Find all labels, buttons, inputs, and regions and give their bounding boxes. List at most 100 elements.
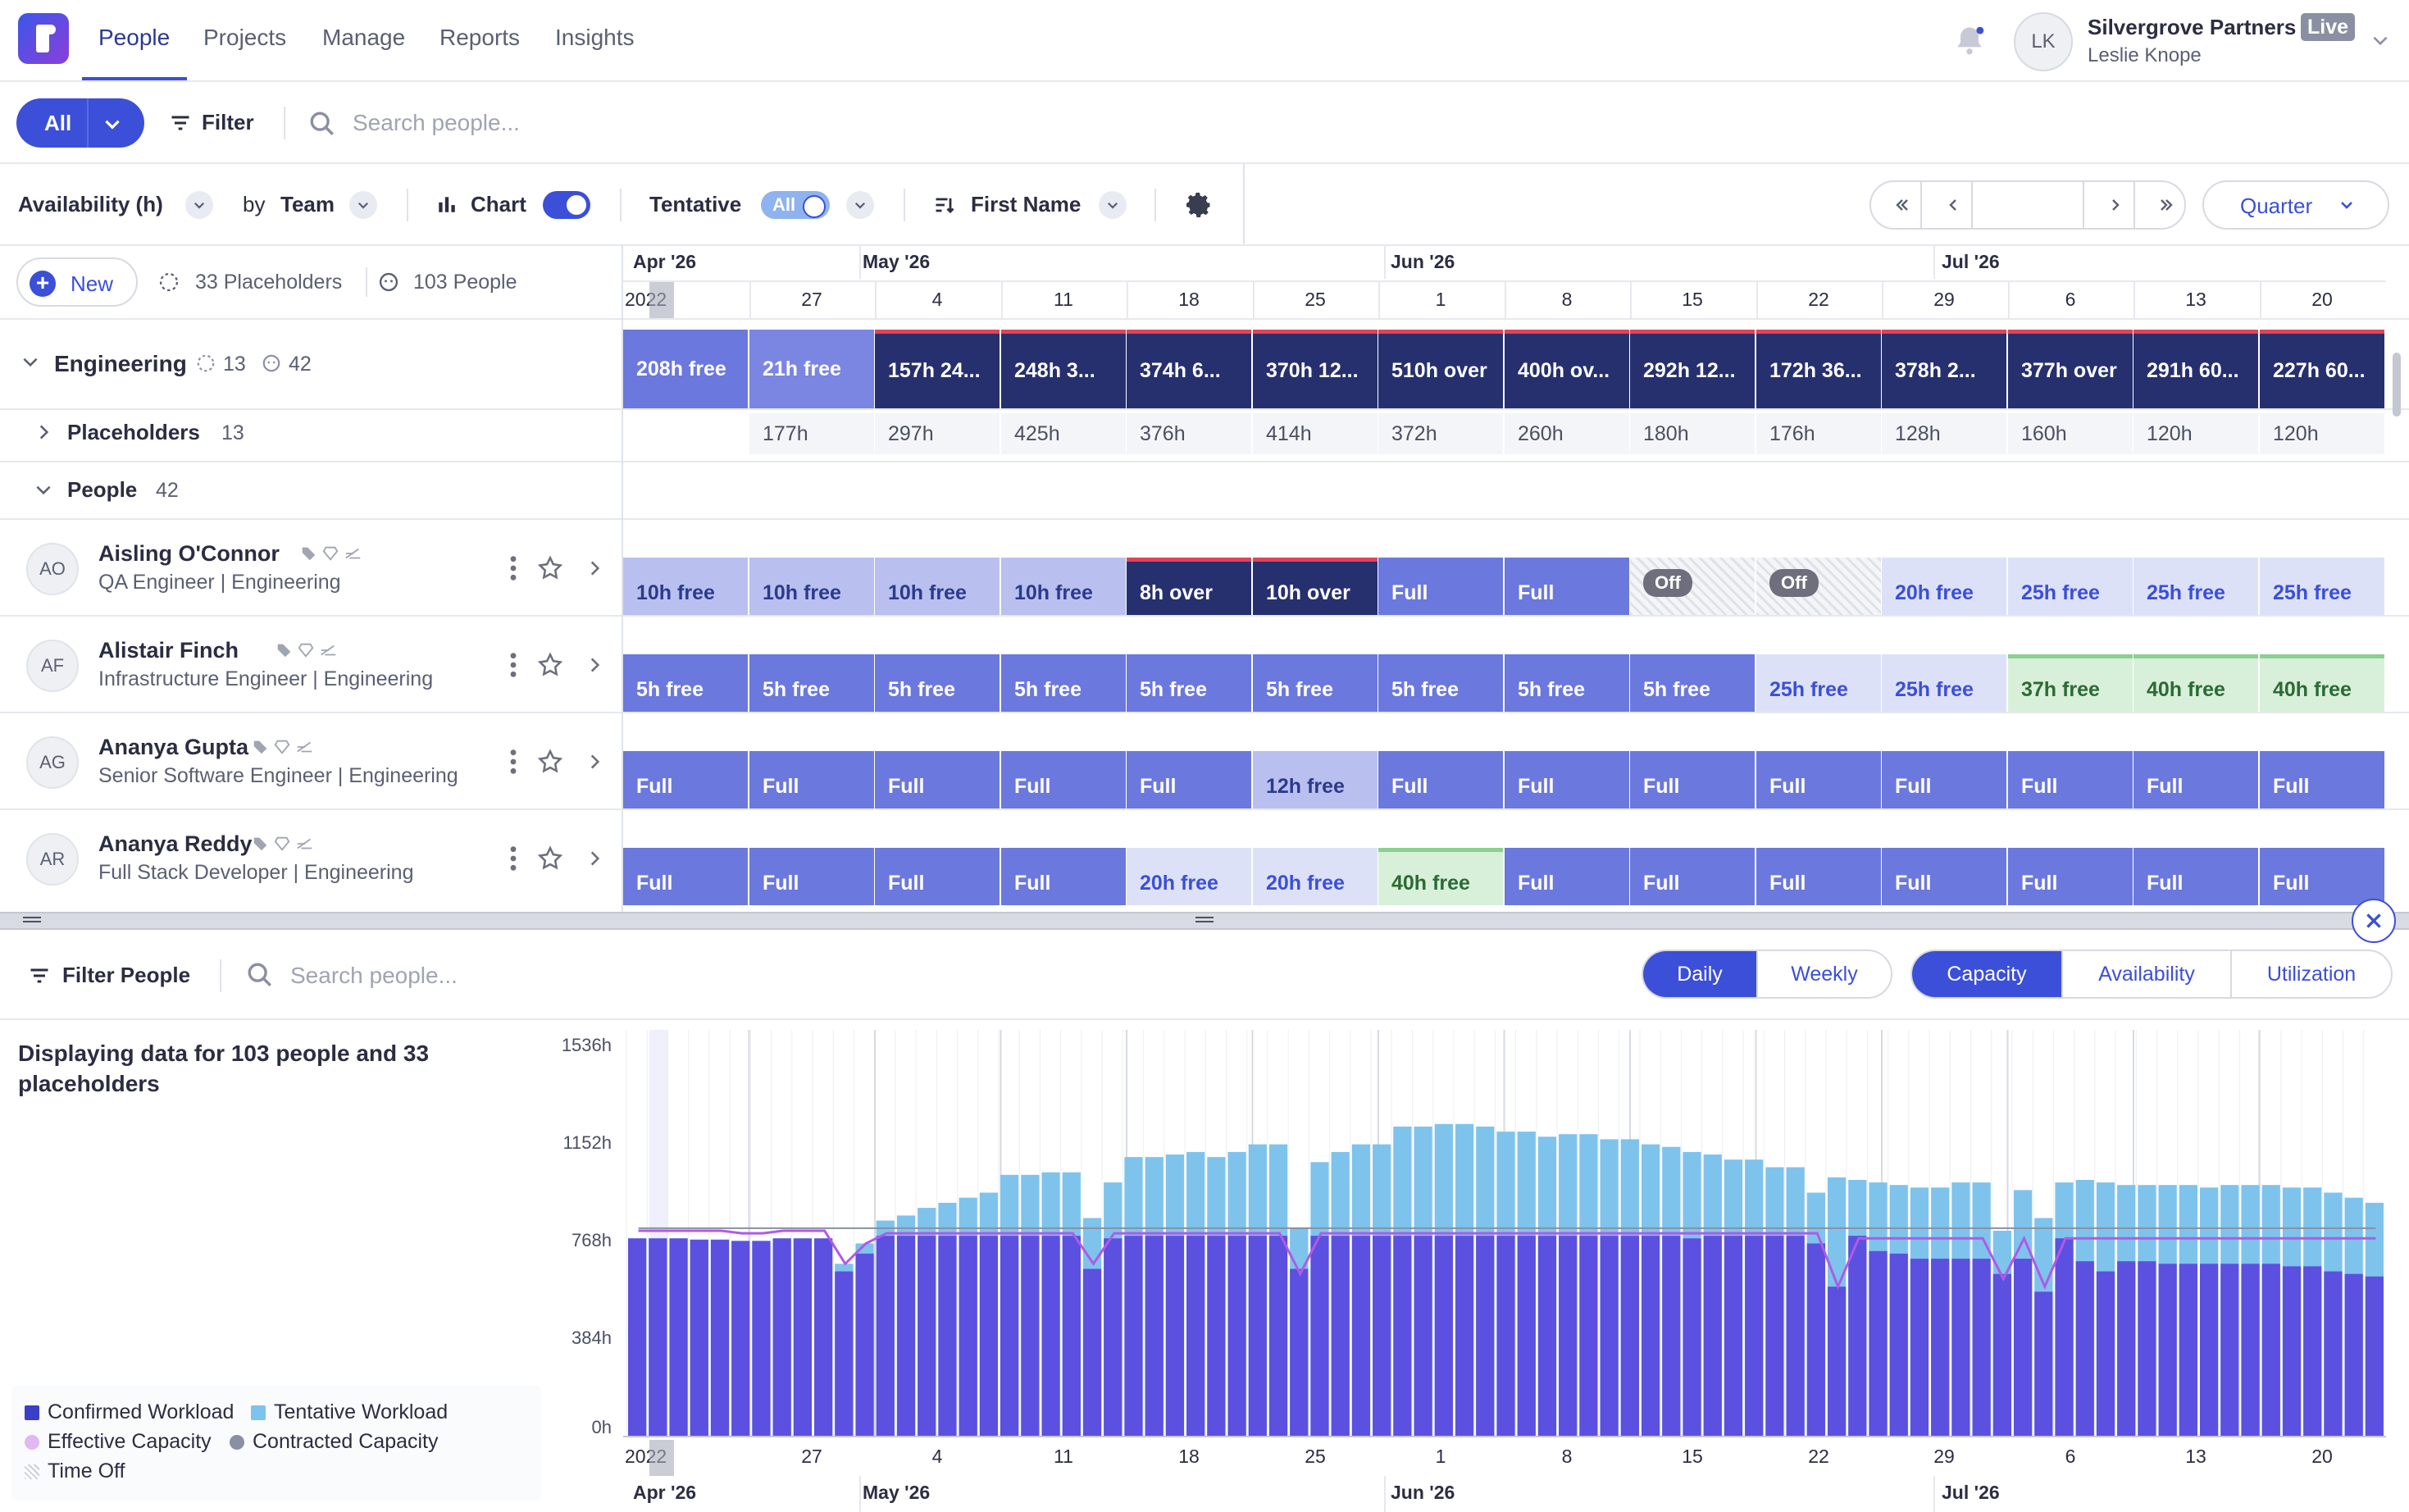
sort-chevron-down-icon[interactable] [1099, 191, 1127, 219]
person-availability-cell[interactable]: Full [1630, 751, 1755, 808]
favorite-star-icon[interactable] [536, 651, 564, 679]
person-availability-cell[interactable]: 20h free [1127, 848, 1251, 905]
person-availability-cell[interactable]: 20h free [1253, 848, 1378, 905]
person-avatar[interactable]: AF [26, 640, 79, 692]
more-options-icon[interactable] [505, 651, 521, 679]
placeholder-cell[interactable]: 297h [875, 413, 1000, 454]
organization-name[interactable]: Silvergrove Partners [2088, 15, 2297, 39]
placeholder-cell[interactable]: 260h [1505, 413, 1629, 454]
more-options-icon[interactable] [505, 845, 521, 872]
person-availability-cell[interactable]: 12h free [1253, 751, 1378, 808]
engineering-cell[interactable]: 157h 24... [875, 330, 1000, 408]
engineering-cell[interactable]: 227h 60... [2260, 330, 2384, 408]
person-availability-cell[interactable]: 10h free [1001, 558, 1126, 615]
person-availability-cell[interactable]: 25h free [2008, 558, 2133, 615]
person-availability-cell[interactable]: 5h free [749, 654, 874, 712]
person-availability-cell[interactable]: 5h free [1001, 654, 1126, 712]
engineering-cell[interactable]: 510h over [1378, 330, 1503, 408]
person-name[interactable]: Ananya Reddy [98, 831, 253, 856]
filter-people-button[interactable]: Filter People [62, 963, 191, 987]
person-availability-cell[interactable]: 10h over [1253, 558, 1378, 615]
person-availability-cell[interactable]: Full [2260, 751, 2384, 808]
settings-gear-icon[interactable] [1184, 190, 1214, 220]
engineering-cell[interactable]: 172h 36... [1756, 330, 1881, 408]
engineering-cell[interactable]: 374h 6... [1127, 330, 1251, 408]
person-availability-cell[interactable]: 5h free [1127, 654, 1251, 712]
favorite-star-icon[interactable] [536, 845, 564, 872]
person-row[interactable]: AR Ananya Reddy Full Stack Developer | Eng… [0, 812, 2409, 905]
availability-chevron-down-icon[interactable] [185, 191, 213, 219]
placeholder-cell[interactable]: 160h [2008, 413, 2133, 454]
more-options-icon[interactable] [505, 748, 521, 776]
daily-option[interactable]: Daily [1643, 951, 1758, 997]
weekly-option[interactable]: Weekly [1791, 962, 1858, 986]
people-group-label[interactable]: People [67, 477, 138, 502]
sort-by-select[interactable]: First Name [971, 192, 1082, 216]
person-availability-cell[interactable]: Full [1378, 558, 1503, 615]
chart-search-people-input[interactable]: Search people... [290, 963, 458, 988]
person-availability-cell[interactable]: Full [2008, 751, 2133, 808]
person-availability-cell[interactable]: Full [623, 751, 748, 808]
engineering-cell[interactable]: 400h ov... [1505, 330, 1629, 408]
nav-projects[interactable]: Projects [203, 25, 287, 50]
person-availability-cell[interactable]: Full [2260, 848, 2384, 905]
person-availability-cell[interactable]: 5h free [875, 654, 1000, 712]
expand-chevron-right-icon[interactable] [33, 421, 54, 443]
person-availability-cell[interactable]: Off [1756, 558, 1881, 615]
group-by-team-select[interactable]: Team [280, 192, 335, 216]
placeholder-cell[interactable]: 176h [1756, 413, 1881, 454]
placeholders-row-label[interactable]: Placeholders [67, 420, 200, 444]
placeholder-cell[interactable]: 177h [749, 413, 874, 454]
utilization-option[interactable]: Utilization [2266, 962, 2357, 986]
person-availability-cell[interactable]: 5h free [1505, 654, 1629, 712]
engineering-cell[interactable]: 208h free [623, 330, 748, 408]
person-availability-cell[interactable]: Full [1001, 751, 1126, 808]
person-availability-cell[interactable]: Full [1630, 848, 1755, 905]
person-avatar[interactable]: AG [26, 736, 79, 789]
person-availability-cell[interactable]: Full [875, 751, 1000, 808]
person-availability-cell[interactable]: 40h free [2260, 654, 2384, 712]
view-all-button[interactable]: All [16, 98, 144, 148]
user-avatar[interactable]: LK [2014, 12, 2073, 71]
person-availability-cell[interactable]: 40h free [1378, 848, 1503, 905]
person-avatar[interactable]: AR [26, 833, 79, 886]
person-availability-cell[interactable]: Full [1882, 751, 2006, 808]
placeholder-cell[interactable]: 120h [2260, 413, 2384, 454]
engineering-cell[interactable]: 248h 3... [1001, 330, 1126, 408]
person-availability-cell[interactable]: 10h free [875, 558, 1000, 615]
placeholder-cell[interactable]: 372h [1378, 413, 1503, 454]
chevron-right-icon[interactable] [584, 556, 605, 581]
app-logo[interactable] [18, 13, 69, 64]
availability-select[interactable]: Availability (h) [18, 192, 163, 216]
collapse-chevron-down-icon[interactable] [33, 479, 54, 500]
nav-people[interactable]: People [98, 25, 171, 50]
filter-button[interactable]: Filter [202, 110, 254, 134]
engineering-cell[interactable]: 378h 2... [1882, 330, 2006, 408]
person-availability-cell[interactable]: Full [1882, 848, 2006, 905]
account-chevron-down-icon[interactable] [2370, 30, 2391, 51]
person-availability-cell[interactable]: Full [1756, 848, 1881, 905]
person-availability-cell[interactable]: Full [2133, 848, 2258, 905]
more-options-icon[interactable] [505, 554, 521, 582]
nav-insights[interactable]: Insights [555, 25, 635, 50]
jump-back-button[interactable] [1871, 182, 1922, 228]
tentative-chevron-down-icon[interactable] [846, 191, 874, 219]
close-chart-button[interactable] [2352, 899, 2396, 943]
current-user-name[interactable]: Leslie Knope [2088, 44, 2202, 66]
person-availability-cell[interactable]: 20h free [1882, 558, 2006, 615]
person-availability-cell[interactable]: Full [1505, 751, 1629, 808]
nav-manage[interactable]: Manage [322, 25, 406, 50]
person-availability-cell[interactable]: Full [1127, 751, 1251, 808]
engineering-cell[interactable]: 370h 12... [1253, 330, 1378, 408]
today-button[interactable]: Today [1973, 182, 2084, 228]
engineering-group-label[interactable]: Engineering [54, 351, 187, 376]
person-row[interactable]: AF Alistair Finch Infrastructure Engineer … [0, 618, 2409, 712]
search-people-input[interactable]: Search people... [353, 110, 520, 135]
person-availability-cell[interactable]: Full [1378, 751, 1503, 808]
person-row[interactable]: AO Aisling O'Connor QA Engineer | Engineer… [0, 521, 2409, 615]
engineering-cell[interactable]: 291h 60... [2133, 330, 2258, 408]
vertical-scrollbar[interactable] [2393, 353, 2401, 417]
previous-button[interactable] [1922, 182, 1973, 228]
person-availability-cell[interactable]: Full [1505, 848, 1629, 905]
person-name[interactable]: Ananya Gupta [98, 735, 249, 759]
